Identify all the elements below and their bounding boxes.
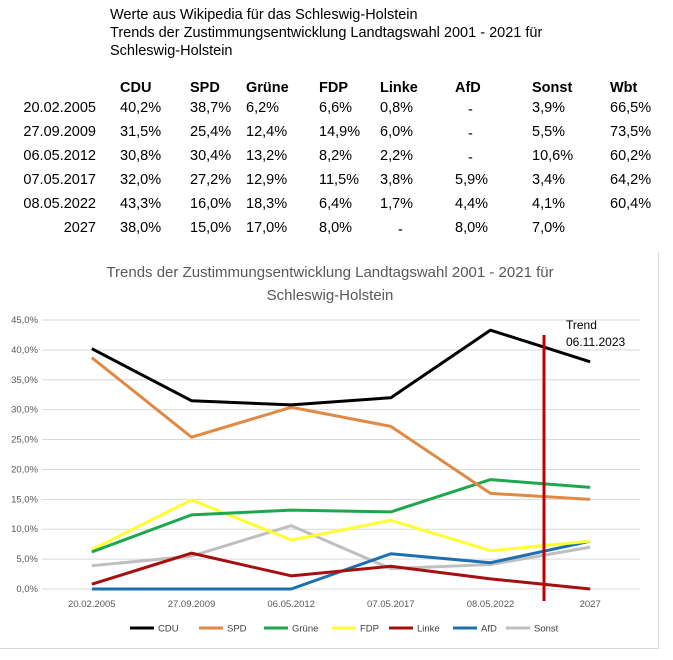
table-cell: 6,0% (380, 124, 414, 140)
line-chart: Trends der Zustimmungsentwicklung Landta… (11, 264, 640, 635)
table-cell: 30,4% (190, 148, 232, 164)
legend-label: FDP (360, 624, 379, 635)
table-cell: 4,1% (532, 196, 566, 212)
table-cell: 17,0% (246, 220, 288, 236)
table-cell: 32,0% (120, 172, 162, 188)
page-header: Werte aus Wikipedia für das Schleswig-Ho… (110, 6, 542, 60)
table-cell: 3,4% (532, 172, 566, 188)
series-line-grüne (91, 478, 591, 554)
table-cell: 16,0% (190, 196, 232, 212)
table-cell: - (468, 102, 473, 118)
table-cell: 30,8% (120, 148, 162, 164)
table-cell: - (468, 126, 473, 142)
header-line-1: Werte aus Wikipedia für das Schleswig-Ho… (110, 7, 418, 23)
header-line-3: Schleswig-Holstein (110, 43, 233, 59)
table-cell: 66,5% (610, 100, 652, 116)
y-tick-label: 40,0% (11, 345, 38, 356)
table-cell: 2,2% (380, 148, 414, 164)
header-line-2: Trends der Zustimmungsentwicklung Landta… (110, 25, 543, 41)
legend-label: AfD (481, 624, 497, 635)
table-cell: 12,4% (246, 124, 288, 140)
table-cell: - (468, 150, 473, 166)
table-cell: 31,5% (120, 124, 162, 140)
table-cell: 4,4% (455, 196, 489, 212)
table-cell: 60,2% (610, 148, 652, 164)
legend-label: Linke (417, 624, 440, 635)
table-cell: 10,6% (532, 148, 574, 164)
table-cell: 15,0% (190, 220, 232, 236)
table-cell: 0,8% (380, 100, 414, 116)
x-tick-label: 2027 (580, 599, 601, 610)
x-tick-label: 07.05.2017 (367, 599, 415, 610)
table-cell: 14,9% (319, 124, 361, 140)
table-cell: 27,2% (190, 172, 232, 188)
table-header-cell: Linke (380, 80, 418, 96)
series-line-fdp (91, 498, 591, 553)
table-cell: 8,0% (455, 220, 489, 236)
table-cell: 8,0% (319, 220, 353, 236)
legend-label: CDU (158, 624, 179, 635)
chart-title-line-2: Schleswig-Holstein (267, 287, 394, 304)
table-header-cell: FDP (319, 80, 348, 96)
legend-label: Sonst (534, 624, 559, 635)
table-row-date: 20.02.2005 (23, 100, 96, 116)
legend-label: SPD (227, 624, 247, 635)
table-cell: 12,9% (246, 172, 288, 188)
table-row-date: 07.05.2017 (23, 172, 96, 188)
legend-label: Grüne (292, 624, 318, 635)
table-row-date: 06.05.2012 (23, 148, 96, 164)
table-header-cell: SPD (190, 80, 220, 96)
y-tick-label: 45,0% (11, 315, 38, 326)
table-cell: 11,5% (319, 172, 360, 188)
y-tick-label: 5,0% (16, 554, 38, 565)
table-cell: 8,2% (319, 148, 353, 164)
y-tick-label: 15,0% (11, 494, 38, 505)
table-cell: 25,4% (190, 124, 232, 140)
y-tick-label: 25,0% (11, 435, 38, 446)
table-cell: 43,3% (120, 196, 162, 212)
table-header-cell: Wbt (610, 80, 638, 96)
x-tick-label: 08.05.2022 (467, 599, 515, 610)
table-cell: 5,5% (532, 124, 566, 140)
table-cell: 38,7% (190, 100, 232, 116)
table-cell: 40,2% (120, 100, 162, 116)
y-tick-label: 30,0% (11, 405, 38, 416)
table-cell: 6,6% (319, 100, 353, 116)
series-line-linke (91, 551, 591, 591)
chart-container: Trends der Zustimmungsentwicklung Landta… (0, 252, 659, 649)
y-tick-label: 0,0% (16, 584, 38, 595)
series-line-spd (90, 356, 591, 501)
table-cell: 3,9% (532, 100, 566, 116)
trend-annotation-date: 06.11.2023 (566, 335, 625, 349)
table-cell: 38,0% (120, 220, 162, 236)
trend-annotation-label: Trend (566, 318, 597, 332)
table-cell: 64,2% (610, 172, 652, 188)
table-cell: 18,3% (246, 196, 288, 212)
table-row-date: 08.05.2022 (23, 196, 96, 212)
table-cell: 60,4% (610, 196, 652, 212)
table-header-cell: CDU (120, 80, 152, 96)
table-cell: 6,2% (246, 100, 280, 116)
y-tick-label: 20,0% (11, 464, 38, 475)
table-cell: - (398, 222, 403, 238)
table-header-cell: Grüne (246, 80, 289, 96)
y-tick-label: 35,0% (11, 375, 38, 386)
table-header-cell: Sonst (532, 80, 573, 96)
x-tick-label: 20.02.2005 (68, 599, 116, 610)
table-cell: 7,0% (532, 220, 566, 236)
x-tick-label: 27.09.2009 (168, 599, 216, 610)
table-header-cell: AfD (455, 80, 481, 96)
table-cell: 13,2% (246, 148, 288, 164)
table-cell: 1,7% (380, 196, 414, 212)
series-line-cdu (91, 328, 591, 407)
x-tick-label: 06.05.2012 (267, 599, 315, 610)
table-cell: 5,9% (455, 172, 489, 188)
table-cell: 6,4% (319, 196, 353, 212)
table-row-date: 2027 (63, 220, 96, 236)
table-row-date: 27.09.2009 (23, 124, 96, 140)
table-cell: 3,8% (380, 172, 414, 188)
y-tick-label: 10,0% (11, 524, 38, 535)
table-cell: 73,5% (610, 124, 652, 140)
chart-title-line-1: Trends der Zustimmungsentwicklung Landta… (106, 264, 553, 281)
